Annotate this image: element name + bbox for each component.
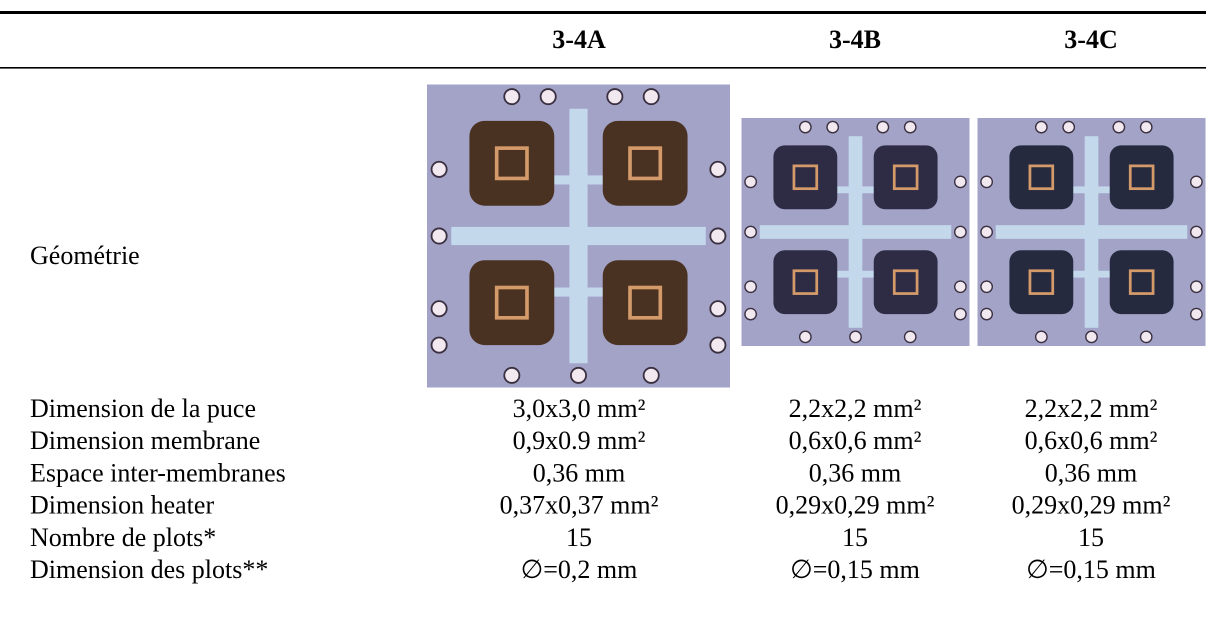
cell: 15	[1078, 523, 1104, 552]
cell: 0,9x0.9 mm²	[513, 426, 646, 455]
cell: 15	[566, 523, 592, 552]
row-label: Nombre de plots*	[30, 523, 216, 552]
header-rule	[0, 67, 1206, 69]
row-label: Dimension de la puce	[30, 394, 256, 423]
row-label: Espace inter-membranes	[30, 458, 286, 487]
cell: 0,6x0,6 mm²	[789, 426, 922, 455]
cell: 0,6x0,6 mm²	[1025, 426, 1158, 455]
cell: 0,37x0,37 mm²	[500, 491, 659, 520]
cell: ∅=0,15 mm	[1026, 555, 1156, 584]
cell: 0,29x0,29 mm²	[776, 491, 935, 520]
cell: 0,36 mm	[533, 458, 625, 487]
cell: 0,29x0,29 mm²	[1012, 491, 1171, 520]
row-label: Dimension membrane	[30, 426, 260, 455]
cell: 15	[842, 523, 868, 552]
cell: 0,36 mm	[1045, 458, 1137, 487]
cell: ∅=0,2 mm	[521, 555, 638, 584]
row-label: Géométrie	[30, 241, 140, 270]
row-label: Dimension des plots**	[30, 555, 268, 584]
cell: 3,0x3,0 mm²	[513, 394, 646, 423]
top-rule	[0, 11, 1206, 14]
column-header: 3-4C	[1064, 25, 1117, 54]
cell: 2,2x2,2 mm²	[1025, 394, 1158, 423]
chip-image	[741, 118, 970, 346]
column-header: 3-4A	[552, 25, 606, 54]
row-label: Dimension heater	[30, 491, 214, 520]
cell: 2,2x2,2 mm²	[789, 394, 922, 423]
chip-image	[977, 118, 1206, 346]
cell: 0,36 mm	[809, 458, 901, 487]
column-header: 3-4B	[829, 25, 881, 54]
chip-image	[427, 83, 730, 389]
cell: ∅=0,15 mm	[790, 555, 920, 584]
